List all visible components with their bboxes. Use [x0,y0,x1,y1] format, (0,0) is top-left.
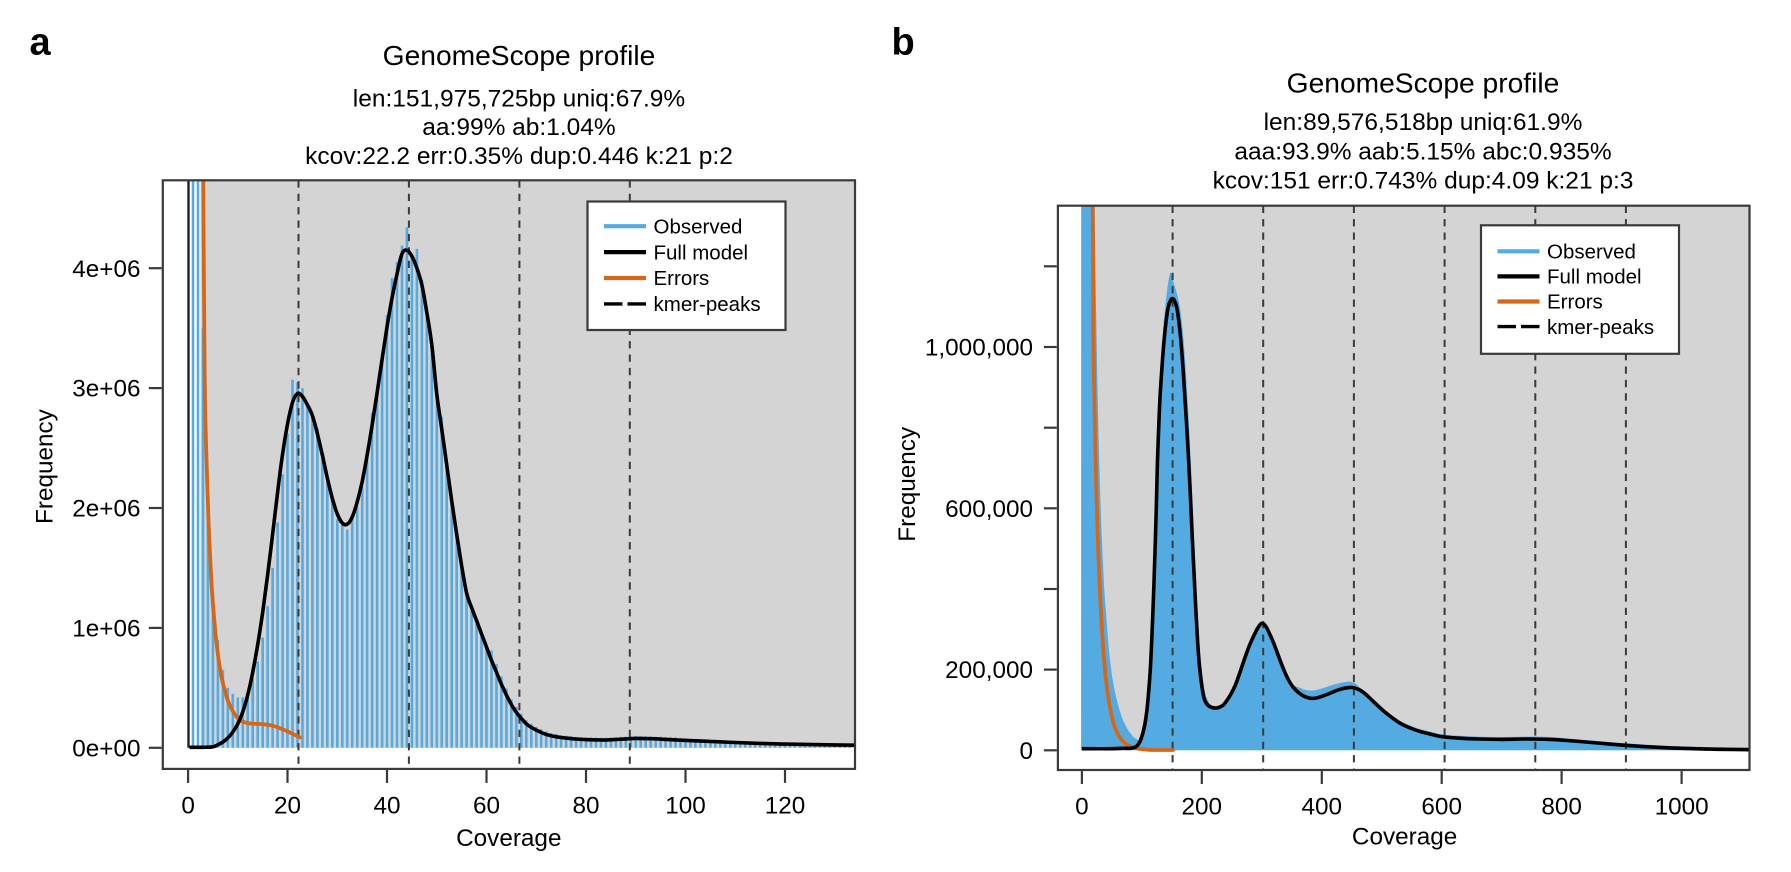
svg-text:GenomeScope profile: GenomeScope profile [383,39,656,71]
svg-text:kcov:151 err:0.743% dup:4.09 k: kcov:151 err:0.743% dup:4.09 k:21 p:3 [1213,168,1634,195]
svg-text:200,000: 200,000 [945,657,1033,684]
svg-text:600,000: 600,000 [945,496,1033,523]
svg-text:Observed: Observed [1547,241,1636,264]
svg-text:Errors: Errors [654,267,710,290]
svg-text:100: 100 [665,792,706,819]
svg-text:Observed: Observed [654,215,743,238]
svg-text:200: 200 [1182,794,1223,821]
svg-text:Frequency: Frequency [31,408,58,524]
svg-text:a: a [30,22,52,64]
svg-text:600: 600 [1421,794,1462,821]
svg-text:aa:99% ab:1.04%: aa:99% ab:1.04% [422,114,615,141]
svg-text:Full model: Full model [654,241,749,264]
svg-text:1,000,000: 1,000,000 [925,335,1033,362]
svg-text:kmer-peaks: kmer-peaks [1547,316,1654,339]
svg-text:b: b [892,22,915,64]
svg-text:1e+06: 1e+06 [72,616,140,643]
svg-text:0: 0 [181,792,195,819]
svg-text:120: 120 [765,792,806,819]
svg-text:Frequency: Frequency [894,426,921,542]
svg-text:len:89,576,518bp uniq:61.9%: len:89,576,518bp uniq:61.9% [1264,109,1583,136]
svg-text:kcov:22.2 err:0.35% dup:0.446: kcov:22.2 err:0.35% dup:0.446 k:21 p:2 [305,143,733,170]
svg-text:2e+06: 2e+06 [72,496,140,523]
svg-text:0e+00: 0e+00 [72,735,140,762]
svg-text:400: 400 [1302,794,1343,821]
svg-text:len:151,975,725bp uniq:67.9%: len:151,975,725bp uniq:67.9% [353,85,685,112]
svg-text:Coverage: Coverage [456,825,561,852]
svg-text:20: 20 [274,792,301,819]
svg-text:80: 80 [572,792,599,819]
svg-text:kmer-peaks: kmer-peaks [654,293,761,316]
svg-text:3e+06: 3e+06 [72,376,140,403]
svg-text:4e+06: 4e+06 [72,256,140,283]
svg-text:0: 0 [1019,738,1033,765]
svg-text:aaa:93.9% aab:5.15% abc:0.935%: aaa:93.9% aab:5.15% abc:0.935% [1234,138,1611,165]
svg-text:Coverage: Coverage [1352,824,1457,851]
svg-text:1000: 1000 [1655,794,1709,821]
svg-text:40: 40 [373,792,400,819]
svg-text:60: 60 [473,792,500,819]
svg-text:GenomeScope profile: GenomeScope profile [1287,67,1560,99]
svg-text:Full model: Full model [1547,266,1642,289]
svg-text:Errors: Errors [1547,291,1603,314]
svg-text:800: 800 [1541,794,1582,821]
svg-text:0: 0 [1075,794,1089,821]
